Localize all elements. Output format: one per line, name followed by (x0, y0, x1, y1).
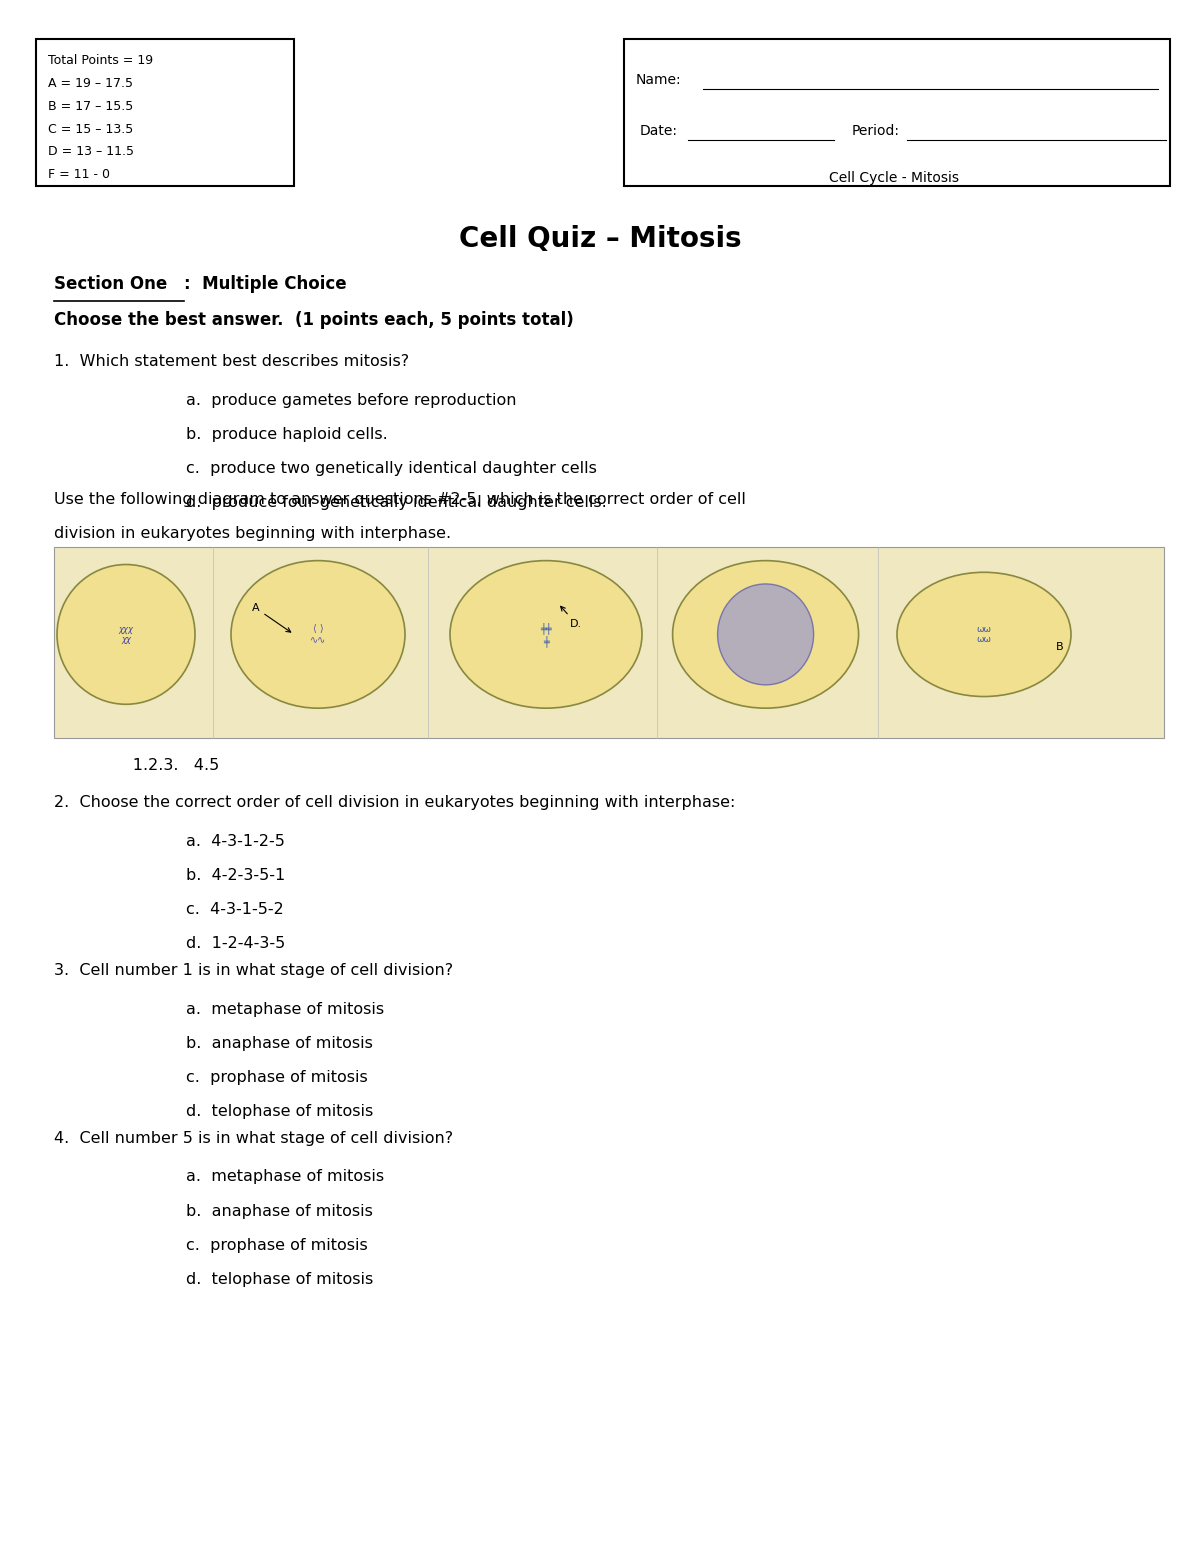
Text: c.  4-3-1-5-2: c. 4-3-1-5-2 (186, 902, 283, 918)
Text: B = 17 – 15.5: B = 17 – 15.5 (48, 99, 133, 113)
Text: Cell Cycle - Mitosis: Cell Cycle - Mitosis (829, 171, 959, 185)
Text: Section One: Section One (54, 275, 167, 294)
Ellipse shape (896, 572, 1072, 696)
Text: C = 15 – 13.5: C = 15 – 13.5 (48, 123, 133, 135)
Text: F = 11 - 0: F = 11 - 0 (48, 168, 110, 182)
Text: d.  produce four genetically identical daughter cells.: d. produce four genetically identical da… (186, 495, 607, 511)
Text: χχχ
χχ: χχχ χχ (119, 624, 133, 644)
Text: A = 19 – 17.5: A = 19 – 17.5 (48, 78, 133, 90)
Text: B: B (1056, 641, 1063, 652)
Text: d.  1-2-4-3-5: d. 1-2-4-3-5 (186, 936, 286, 952)
Text: Choose the best answer.  (1 points each, 5 points total): Choose the best answer. (1 points each, … (54, 311, 574, 329)
Text: b.  anaphase of mitosis: b. anaphase of mitosis (186, 1204, 373, 1219)
Ellipse shape (58, 565, 194, 705)
Text: A: A (252, 603, 290, 632)
Text: Name:: Name: (636, 73, 682, 87)
Text: 2.  Choose the correct order of cell division in eukaryotes beginning with inter: 2. Choose the correct order of cell divi… (54, 795, 736, 811)
Text: b.  4-2-3-5-1: b. 4-2-3-5-1 (186, 868, 286, 884)
Text: d.  telophase of mitosis: d. telophase of mitosis (186, 1272, 373, 1287)
Text: division in eukaryotes beginning with interphase.: division in eukaryotes beginning with in… (54, 526, 451, 542)
Text: D = 13 – 11.5: D = 13 – 11.5 (48, 146, 134, 158)
Text: Cell Quiz – Mitosis: Cell Quiz – Mitosis (458, 225, 742, 253)
Text: a.  metaphase of mitosis: a. metaphase of mitosis (186, 1169, 384, 1185)
Text: a.  metaphase of mitosis: a. metaphase of mitosis (186, 1002, 384, 1017)
Text: b.  produce haploid cells.: b. produce haploid cells. (186, 427, 388, 443)
Text: Use the following diagram to answer questions #2-5, which is the correct order o: Use the following diagram to answer ques… (54, 492, 746, 508)
Text: d.  telophase of mitosis: d. telophase of mitosis (186, 1104, 373, 1120)
Ellipse shape (673, 561, 859, 708)
Text: c.  produce two genetically identical daughter cells: c. produce two genetically identical dau… (186, 461, 596, 477)
Ellipse shape (230, 561, 406, 708)
Text: 3.  Cell number 1 is in what stage of cell division?: 3. Cell number 1 is in what stage of cel… (54, 963, 454, 978)
Bar (54, 547, 1164, 738)
Text: c.  prophase of mitosis: c. prophase of mitosis (186, 1070, 367, 1086)
Text: 1.2.3.   4.5: 1.2.3. 4.5 (102, 758, 220, 773)
Text: 1.  Which statement best describes mitosis?: 1. Which statement best describes mitosi… (54, 354, 409, 370)
Text: ╪╪
╪: ╪╪ ╪ (540, 621, 552, 648)
Text: ⟨ ⟩
∿∿: ⟨ ⟩ ∿∿ (310, 624, 326, 644)
Ellipse shape (718, 584, 814, 685)
Ellipse shape (450, 561, 642, 708)
Text: a.  4-3-1-2-5: a. 4-3-1-2-5 (186, 834, 284, 849)
Text: Period:: Period: (852, 124, 900, 138)
Text: a.  produce gametes before reproduction: a. produce gametes before reproduction (186, 393, 516, 408)
Text: D.: D. (560, 606, 582, 629)
Bar (624, 39, 1170, 186)
Text: ωω
ωω: ωω ωω (977, 624, 991, 644)
Text: 4.  Cell number 5 is in what stage of cell division?: 4. Cell number 5 is in what stage of cel… (54, 1131, 454, 1146)
Bar (36, 39, 294, 186)
Text: Total Points = 19: Total Points = 19 (48, 54, 154, 67)
Text: b.  anaphase of mitosis: b. anaphase of mitosis (186, 1036, 373, 1051)
Text: Date:: Date: (640, 124, 678, 138)
Text: c.  prophase of mitosis: c. prophase of mitosis (186, 1238, 367, 1253)
Text: :  Multiple Choice: : Multiple Choice (184, 275, 347, 294)
